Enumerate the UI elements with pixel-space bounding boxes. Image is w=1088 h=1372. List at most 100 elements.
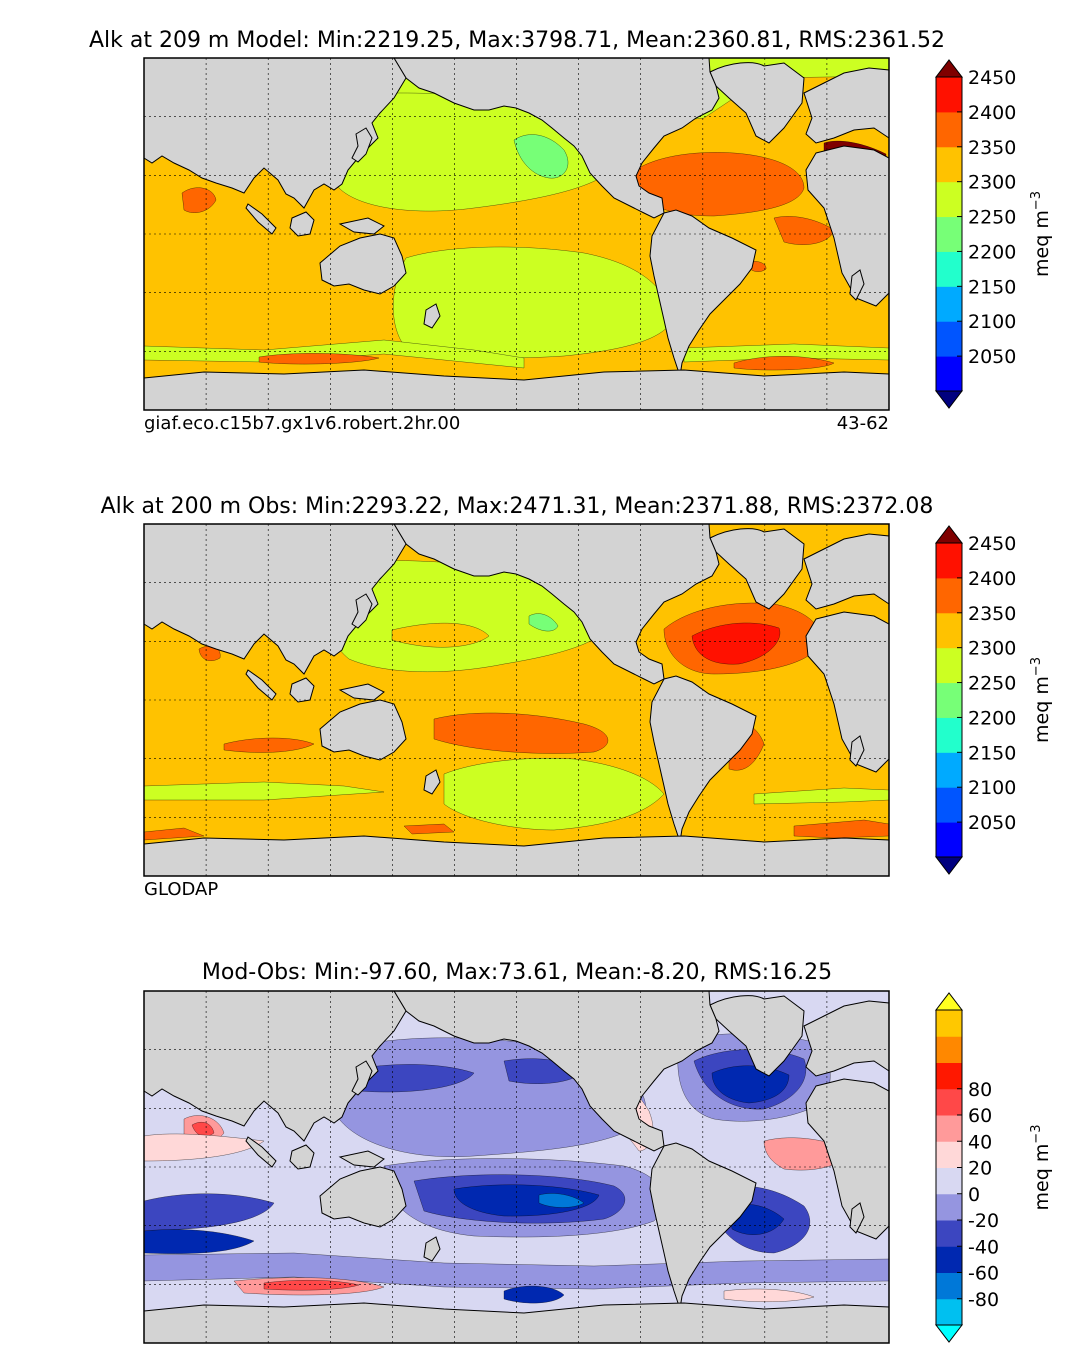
colorbar-bin (936, 1141, 962, 1168)
panel-title-model: Alk at 209 m Model: Min:2219.25, Max:379… (88, 28, 946, 53)
greenland-land (709, 995, 805, 1077)
north-atlantic-core (691, 622, 781, 665)
colorbar-obs: 2050210021502200225023002350240024502500… (934, 525, 1053, 875)
colorbar-model: 2050210021502200225023002350240024502500… (934, 59, 1053, 409)
arabian-sea-fill (181, 187, 217, 213)
colorbar-bin (936, 1298, 962, 1326)
map-obs (143, 523, 890, 877)
madagascar-land (849, 1202, 865, 1234)
colorbar-tick-label: 0 (968, 1184, 980, 1206)
new-zealand-land (423, 1236, 441, 1262)
colorbar-tick-label: 80 (968, 1079, 992, 1101)
colorbar-bin (936, 752, 962, 788)
colorbar-extend-low (934, 856, 964, 875)
colorbar-bin (936, 1010, 962, 1037)
colorbar-tick-label: 2150 (968, 742, 1016, 764)
colorbar-bin (936, 286, 962, 322)
colorbar-bin (936, 822, 962, 858)
arabian-sea-core (191, 1122, 215, 1137)
colorbar-content: 2050210021502200225023002350240024502500… (934, 59, 1053, 409)
caption-dataset: GLODAP (144, 879, 219, 900)
colorbar-tick-label: -80 (968, 1289, 999, 1311)
map-model (143, 57, 890, 411)
colorbar-bin (936, 181, 962, 218)
japan-land (351, 1060, 373, 1096)
map-content (143, 990, 890, 1344)
colorbar-bin (936, 577, 962, 614)
colorbar-tick-label: -40 (968, 1236, 999, 1258)
colorbar-tick-label: 2400 (968, 568, 1016, 590)
madagascar-land (849, 735, 865, 767)
graticule (144, 991, 889, 1343)
japan-land (351, 593, 373, 629)
colorbar-tick-label: 2050 (968, 346, 1016, 368)
colorbar-tick-label: 2250 (968, 207, 1016, 229)
indian-ocean-blue (143, 1193, 275, 1232)
colorbar-unit-label: meq m−3 (1029, 1125, 1053, 1211)
colorbar-bin (936, 717, 962, 753)
colorbar-extend-high (934, 525, 964, 544)
colorbar-content: 2050210021502200225023002350240024502500… (934, 525, 1053, 875)
australia-land (319, 699, 407, 761)
colorbar-bin (936, 1088, 962, 1116)
indian-ocean-red (143, 1133, 265, 1162)
indian-ocean-patch (223, 737, 315, 753)
map-frame (143, 990, 890, 1344)
colorbar-tick-label: 2350 (968, 137, 1016, 159)
colorbar-bin (936, 543, 962, 579)
colorbar-bin (936, 612, 962, 649)
southern-red-2 (723, 1288, 815, 1303)
colorbar-bin (936, 251, 962, 287)
colorbar-bin (936, 321, 962, 357)
colorbar-tick-label: 20 (968, 1158, 992, 1180)
colorbar-bin (936, 682, 962, 718)
indian-ocean-core (143, 1229, 255, 1254)
north-pacific-patch (513, 134, 569, 179)
colorbar-bin (936, 1115, 962, 1142)
europe-asia-land (143, 523, 407, 675)
north-america-land (393, 523, 720, 685)
colorbar-tick-label: -60 (968, 1263, 999, 1285)
greenland-land (709, 62, 805, 144)
colorbar-tick-label: 2200 (968, 707, 1016, 729)
europe-land (803, 533, 890, 610)
europe-asia-land (143, 990, 407, 1142)
tropical-pacific-fill (433, 712, 609, 754)
colorbar-frame (935, 76, 963, 392)
colorbar-frame (935, 542, 963, 858)
new-zealand-land (423, 303, 441, 329)
europe-asia-land (143, 57, 407, 209)
colorbar-bin (936, 146, 962, 183)
colorbar-tick-label: 2350 (968, 603, 1016, 625)
south-pacific-fill (443, 757, 665, 831)
sumatra-land (245, 203, 277, 235)
north-america-land (393, 57, 720, 219)
colorbar-tick-label: 2200 (968, 241, 1016, 263)
colorbar-tick-label: 2450 (968, 533, 1016, 555)
colorbar-tick-label: 60 (968, 1105, 992, 1127)
japan-land (351, 127, 373, 163)
colorbar-tick-label: 2050 (968, 812, 1016, 834)
new-guinea-land (338, 683, 385, 701)
map-diff (143, 990, 890, 1344)
colorbar-extend-low (934, 1324, 964, 1343)
panel-title-obs: Alk at 200 m Obs: Min:2293.22, Max:2471.… (100, 494, 934, 519)
colorbar-bin (936, 1272, 962, 1300)
colorbar-bin (936, 77, 962, 113)
north-pacific-patch (528, 613, 559, 632)
southern-ocean-patch-2 (733, 356, 835, 371)
greenland-land (709, 528, 805, 610)
southern-red-core (263, 1279, 360, 1291)
colorbar-bin (936, 1062, 962, 1090)
south-pacific-deep (538, 1193, 585, 1208)
colorbar-tick-label: 2400 (968, 102, 1016, 124)
map-frame (143, 57, 890, 411)
colorbar-bin (936, 1220, 962, 1247)
europe-land (803, 1000, 890, 1077)
south-pacific-core (453, 1184, 600, 1217)
new-guinea-land (338, 217, 385, 235)
map-content (143, 523, 890, 877)
colorbar-unit-label: meq m−3 (1029, 657, 1053, 743)
sumatra-land (245, 669, 277, 701)
